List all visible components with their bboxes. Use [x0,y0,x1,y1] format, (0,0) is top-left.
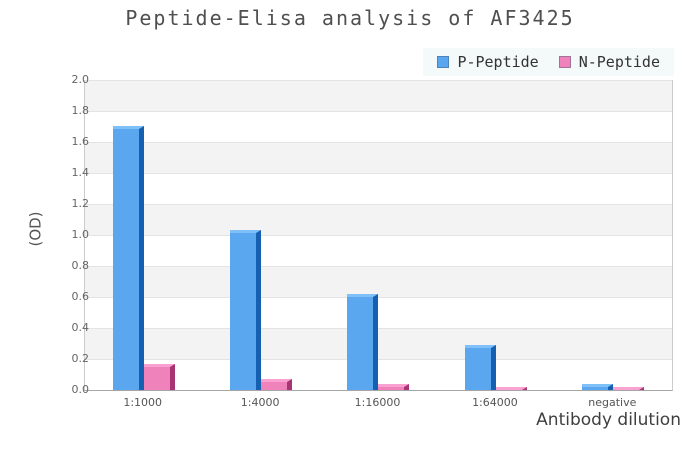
bar-n-peptide-1:16000 [378,384,410,390]
chart-legend: P-Peptide N-Peptide [423,48,674,76]
y-tick-label: 1.0 [71,228,90,241]
bar-group-1:4000 [202,80,319,390]
x-tick-label: 1:64000 [472,396,518,409]
plot-area [84,80,673,391]
y-tick-label: 1.2 [71,197,90,210]
legend-item-n-peptide: N-Peptide [558,53,660,71]
y-tick-label: 1.6 [71,135,90,148]
bar-group-1:64000 [437,80,554,390]
bar-p-peptide-1:4000 [230,230,262,390]
bar-p-peptide-negative [582,384,614,390]
bar-n-peptide-negative [613,387,645,390]
y-tick-label: 1.4 [71,166,90,179]
chart-title: Peptide-Elisa analysis of AF3425 [125,6,575,30]
legend-swatch-icon [558,56,571,68]
bar-group-1:16000 [320,80,437,390]
x-tick-label: negative [588,396,637,409]
bar-group-negative [555,80,672,390]
bar-p-peptide-1:64000 [464,345,496,390]
legend-item-p-peptide: P-Peptide [437,53,539,71]
y-tick-label: 2.0 [71,73,90,86]
bar-group-1:1000 [85,80,202,390]
bar-n-peptide-1:4000 [261,379,293,390]
legend-swatch-icon [437,56,450,68]
legend-label: N-Peptide [578,53,660,71]
bar-n-peptide-1:1000 [143,364,175,390]
x-axis-title: Antibody dilution [536,410,681,430]
legend-label: P-Peptide [457,53,539,71]
y-tick-label: 0.2 [71,352,90,365]
y-tick-label: 1.8 [71,104,90,117]
y-tick-label: 0.4 [71,321,90,334]
bar-n-peptide-1:64000 [495,387,527,390]
y-tick-label: 0.0 [71,383,90,396]
x-tick-label: 1:16000 [354,396,401,409]
x-tick-label: 1:4000 [240,396,280,409]
y-tick-label: 0.6 [71,290,90,303]
bar-p-peptide-1:16000 [347,294,379,390]
bar-p-peptide-1:1000 [112,126,144,390]
x-tick-label: 1:1000 [123,396,163,409]
x-axis-ticks: 1:1000 1:4000 1:16000 1:64000 negative [84,396,671,409]
y-tick-label: 0.8 [71,259,90,272]
